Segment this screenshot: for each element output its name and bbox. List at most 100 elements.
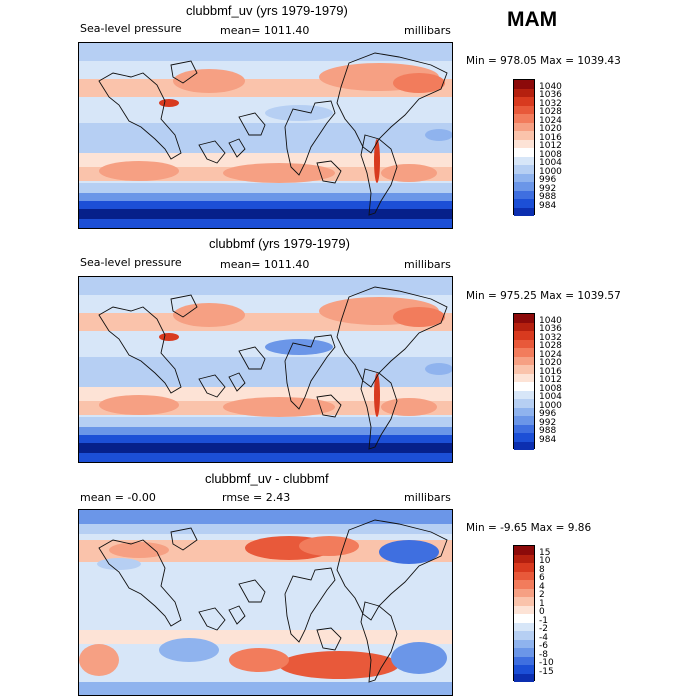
colorbar-tick-label: 996 [539, 409, 557, 419]
coastline [238, 112, 266, 136]
coastline [98, 539, 182, 627]
southern-band-3 [79, 435, 452, 443]
colorbar-swatch [514, 597, 534, 606]
colorbar-tick-label: -6 [539, 641, 548, 651]
colorbar-tick-label: 988 [539, 192, 557, 202]
south-pacific-high [381, 398, 437, 416]
panel-2-variable-label: Sea-level pressure [80, 256, 182, 269]
colorbar-tick-label: 1032 [539, 332, 562, 343]
colorbar-swatch [514, 105, 534, 114]
tropical-negative-anomaly [97, 558, 141, 570]
southern-band-2 [79, 427, 452, 435]
colorbar-swatch [514, 424, 534, 433]
colorbar-tick-label: 1016 [539, 366, 562, 377]
colorbar-swatch [514, 182, 534, 191]
europe-positive-anomaly [109, 542, 169, 558]
colorbar-swatch [514, 114, 534, 123]
colorbar-swatch [514, 139, 534, 148]
coastline [98, 306, 182, 394]
colorbar-swatch [514, 80, 534, 89]
equatorial-band [79, 123, 452, 153]
panel-1-minmax: Min = 978.05 Max = 1039.43 [466, 55, 621, 67]
southern-band-3 [79, 201, 452, 209]
colorbar-tick-label: 6 [539, 573, 545, 583]
coastline [170, 527, 198, 551]
subarctic-anomaly-band [79, 524, 452, 534]
arctic-band [79, 43, 452, 61]
antarctic-coast-band [79, 219, 452, 228]
colorbar-swatch [514, 122, 534, 131]
antarctic-band [79, 443, 452, 453]
panel-2-map-image [79, 277, 452, 462]
colorbar-swatch [514, 207, 534, 216]
tibet-high [159, 99, 179, 107]
colorbar-swatch [514, 433, 534, 442]
colorbar-swatch [514, 416, 534, 425]
colorbar-swatch [514, 622, 534, 631]
colorbar-swatch [514, 554, 534, 563]
colorbar-swatch [514, 648, 534, 657]
equatorial-band [79, 357, 452, 387]
coastline [360, 601, 398, 683]
colorbar-tick-label: 992 [539, 417, 557, 428]
colorbar-swatch [514, 407, 534, 416]
panel-3-map [78, 509, 453, 696]
colorbar-swatch [514, 563, 534, 572]
panel-1-map-image [79, 43, 452, 228]
colorbar-swatch [514, 546, 534, 555]
coastline [284, 567, 336, 643]
colorbar-swatch [514, 322, 534, 331]
coastline [170, 294, 198, 318]
arctic-anomaly-band [79, 510, 452, 524]
panel-3-mean-label: mean = -0.00 [80, 491, 156, 504]
colorbar-swatch [514, 148, 534, 157]
panel-3-rmse-label: rmse = 2.43 [222, 491, 291, 504]
colorbar-tick-label: 996 [539, 175, 557, 185]
south-atlantic-high [99, 161, 179, 181]
panel-2-map [78, 276, 453, 463]
colorbar-tick-label: 1024 [539, 349, 562, 360]
colorbar-scale [513, 79, 535, 216]
central-america-anomaly [363, 572, 395, 608]
colorbar-tick-label: 1000 [539, 400, 562, 411]
indian-ocean-high [223, 397, 335, 417]
atlantic-high [393, 307, 445, 327]
colorbar-swatch [514, 88, 534, 97]
panel-3-title: clubbmf_uv - clubbmf [205, 471, 329, 486]
colorbar-tick-label: 1 [539, 598, 545, 609]
coastline [316, 627, 342, 651]
colorbar-swatch [514, 571, 534, 580]
coastline [336, 286, 448, 388]
panel-1-units-label: millibars [404, 24, 451, 37]
coastline [228, 372, 246, 392]
colorbar-tick-label: 992 [539, 183, 557, 194]
colorbar-swatch [514, 190, 534, 199]
coastline [228, 605, 246, 625]
colorbar-tick-label: 988 [539, 426, 557, 436]
colorbar-tick-label: 1028 [539, 341, 562, 351]
atlantic-high [393, 73, 445, 93]
colorbar-tick-label: 1040 [539, 315, 562, 326]
colorbar-tick-label: -2 [539, 624, 548, 634]
season-label: MAM [507, 8, 558, 31]
antarctic-anomaly-band [79, 682, 452, 695]
colorbar-tick-label: 15 [539, 547, 551, 558]
colorbar-swatch [514, 656, 534, 665]
tropical-band [79, 97, 452, 123]
colorbar-swatch [514, 165, 534, 174]
colorbar-tick-label: 984 [539, 200, 557, 211]
panel-2-title: clubbmf (yrs 1979-1979) [209, 236, 350, 251]
colorbar-tick-label: 1008 [539, 149, 562, 160]
colorbar-swatch [514, 173, 534, 182]
colorbar-tick-label: -15 [539, 666, 554, 677]
aleutian-low [265, 339, 333, 355]
equatorial-low [425, 129, 452, 141]
atlantic-negative-anomaly [379, 540, 439, 564]
colorbar-swatch [514, 665, 534, 674]
panel-1-mean-label: mean= 1011.40 [220, 24, 310, 37]
coastline [360, 134, 398, 216]
southern-band-1 [79, 417, 452, 427]
coastline [238, 346, 266, 370]
colorbar-swatch [514, 588, 534, 597]
panel-2-minmax: Min = 975.25 Max = 1039.57 [466, 290, 621, 302]
